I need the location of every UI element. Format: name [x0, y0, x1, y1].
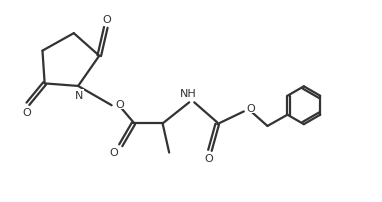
Text: O: O — [102, 15, 111, 25]
Text: O: O — [247, 103, 256, 113]
Text: O: O — [22, 107, 31, 117]
Text: NH: NH — [180, 89, 197, 99]
Text: N: N — [75, 90, 83, 101]
Text: O: O — [110, 147, 118, 157]
Text: O: O — [115, 99, 124, 109]
Text: O: O — [205, 154, 214, 164]
